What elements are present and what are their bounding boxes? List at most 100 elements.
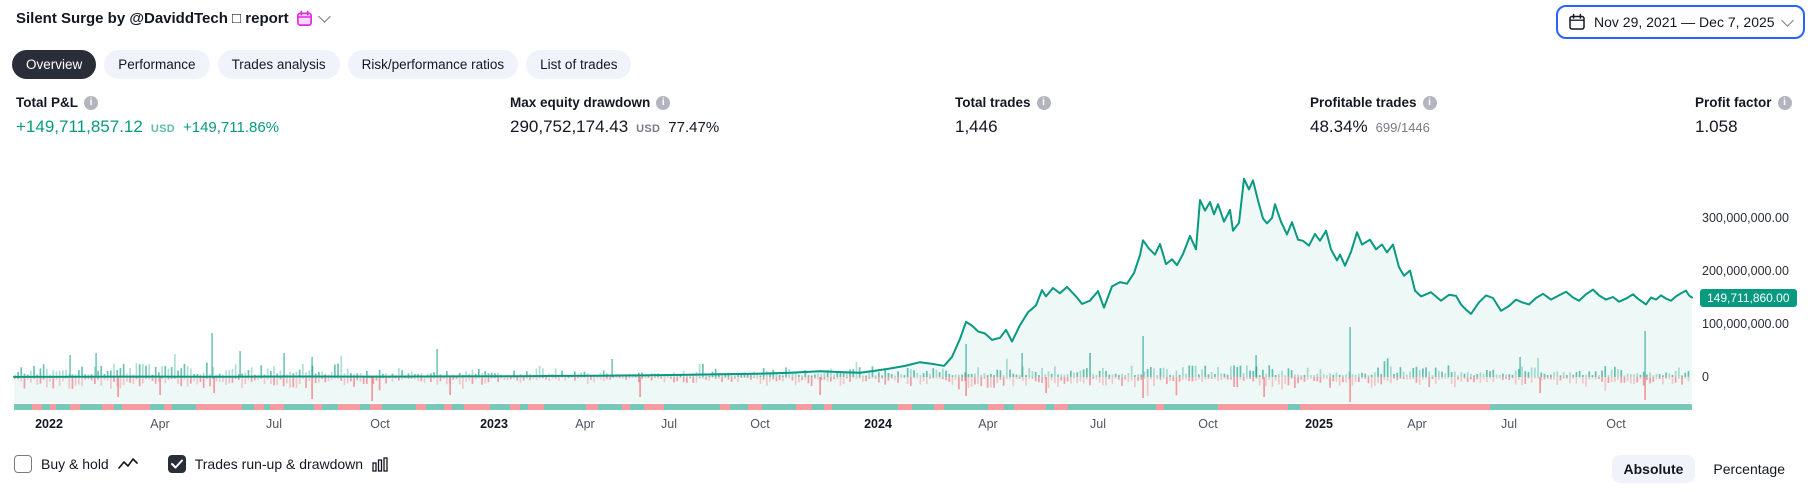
strip-short-segment [748, 404, 762, 410]
stat-unit: USD [636, 123, 661, 135]
strip-long-segment [172, 404, 196, 410]
strip-long-segment [664, 404, 720, 410]
stat-label: Profit factor [1695, 95, 1772, 110]
buy-and-hold-label: Buy & hold [41, 456, 109, 472]
check-icon [170, 459, 183, 469]
strip-long-segment [812, 404, 824, 410]
checkbox-unchecked[interactable] [14, 455, 32, 473]
x-tick-label: Apr [1407, 417, 1427, 431]
y-tick-label: 100,000,000.00 [1702, 317, 1789, 331]
stat-secondary: 699/1446 [1375, 120, 1430, 135]
info-icon[interactable]: i [1777, 95, 1792, 110]
strip-short-segment [898, 404, 912, 410]
stat-value: 1,446 [955, 117, 998, 136]
x-tick-label: Apr [978, 417, 998, 431]
x-tick-label: 2022 [35, 417, 63, 431]
info-icon[interactable]: i [656, 95, 671, 110]
report-title: Silent Surge by @DaviddTech □ report [16, 10, 289, 27]
last-value-badge: 149,711,860.00 [1700, 288, 1797, 307]
strip-short-segment [1156, 404, 1164, 410]
title-chevron-down-icon[interactable] [317, 10, 331, 23]
x-tick-label: Oct [1606, 417, 1626, 431]
stat-total-pnl: Total P&L i +149,711,857.12 USD +149,711.86… [16, 95, 279, 137]
checkbox-checked[interactable] [167, 455, 186, 473]
date-chevron-down-icon [1780, 14, 1794, 27]
tab-risk-performance-ratios[interactable]: Risk/performance ratios [347, 50, 519, 79]
stat-label: Total trades [955, 95, 1031, 110]
report-tabs: Overview Performance Trades analysis Ris… [12, 50, 632, 79]
info-icon[interactable]: i [84, 95, 98, 110]
x-tick-label: Apr [575, 417, 595, 431]
strategy-calendar-icon[interactable] [296, 10, 313, 27]
strip-short-segment [586, 404, 598, 410]
x-tick-label: Oct [750, 417, 770, 431]
strip-long-segment [730, 404, 748, 410]
tab-overview[interactable]: Overview [12, 50, 97, 79]
info-icon[interactable]: i [1422, 95, 1437, 110]
strip-short-segment [254, 404, 264, 410]
x-tick-label: 2025 [1305, 417, 1333, 431]
x-tick-label: Jul [266, 417, 282, 431]
calendar-icon [1569, 13, 1585, 30]
strip-long-segment [14, 404, 32, 410]
y-axis-labels: 149,711,860.00 300,000,000.00 200,000,000… [1700, 138, 1813, 410]
strip-short-segment [50, 404, 56, 410]
strip-short-segment [370, 404, 382, 410]
tab-performance[interactable]: Performance [104, 50, 210, 79]
equity-curve-chart[interactable] [0, 138, 1700, 410]
trades-runup-drawdown-toggle[interactable]: Trades run-up & drawdown [167, 455, 388, 473]
line-chart-icon [117, 458, 138, 469]
x-tick-label: 2023 [480, 417, 508, 431]
strip-long-segment [912, 404, 934, 410]
x-tick-label: Jul [1501, 417, 1517, 431]
strip-long-segment [242, 404, 254, 410]
trades-runup-drawdown-label: Trades run-up & drawdown [194, 456, 364, 472]
strip-short-segment [510, 404, 520, 410]
percentage-mode-button[interactable]: Percentage [1711, 455, 1787, 483]
stat-value: 290,752,174.43 [510, 117, 629, 136]
bar-chart-icon [372, 456, 388, 472]
strip-short-segment [196, 404, 242, 410]
stat-secondary: +149,711.86% [182, 119, 280, 136]
x-axis-labels: 2022 Apr Jul Oct 2023 Apr Jul Oct 2024 Apr Jul Oct 2… [0, 417, 1700, 433]
strip-short-segment [270, 404, 284, 410]
stat-value: +149,711,857.12 [16, 117, 143, 136]
strip-long-segment [264, 404, 270, 410]
strip-short-segment [416, 404, 426, 410]
x-tick-label: Jul [1090, 417, 1106, 431]
strip-short-segment [102, 404, 114, 410]
strip-short-segment [464, 404, 490, 410]
value-mode-switch: Absolute Percentage [1611, 455, 1788, 483]
stat-secondary: 77.47% [668, 119, 720, 136]
strip-short-segment [1014, 404, 1046, 410]
position-direction-strip[interactable] [14, 404, 1692, 410]
stat-max-equity-drawdown: Max equity drawdown i 290,752,174.43 USD 77… [510, 95, 719, 137]
y-tick-label: 0 [1702, 370, 1709, 384]
strip-short-segment [1218, 404, 1288, 410]
buy-and-hold-toggle[interactable]: Buy & hold [14, 455, 138, 473]
strip-short-segment [720, 404, 730, 410]
tab-trades-analysis[interactable]: Trades analysis [217, 50, 340, 79]
strip-long-segment [630, 404, 644, 410]
stat-unit: USD [150, 123, 175, 135]
tab-list-of-trades[interactable]: List of trades [526, 50, 632, 79]
strip-short-segment [622, 404, 630, 410]
strip-short-segment [314, 404, 322, 410]
info-icon[interactable]: i [1036, 95, 1051, 110]
strip-short-segment [444, 404, 452, 410]
date-range-text: Nov 29, 2021 — Dec 7, 2025 [1594, 14, 1775, 30]
strip-long-segment [762, 404, 796, 410]
stat-profitable-trades: Profitable trades i 48.34% 699/1446 [1310, 95, 1437, 137]
x-tick-label: Jul [661, 417, 677, 431]
stat-label: Total P&L [16, 95, 78, 110]
strip-long-segment [452, 404, 464, 410]
strip-long-segment [1288, 404, 1300, 410]
absolute-mode-button[interactable]: Absolute [1611, 455, 1696, 483]
date-range-picker[interactable]: Nov 29, 2021 — Dec 7, 2025 [1556, 5, 1805, 39]
stat-value: 48.34% [1310, 117, 1368, 136]
strip-short-segment [824, 404, 832, 410]
strip-long-segment [80, 404, 102, 410]
strip-long-segment [944, 404, 988, 410]
strip-short-segment [32, 404, 42, 410]
strip-long-segment [832, 404, 898, 410]
